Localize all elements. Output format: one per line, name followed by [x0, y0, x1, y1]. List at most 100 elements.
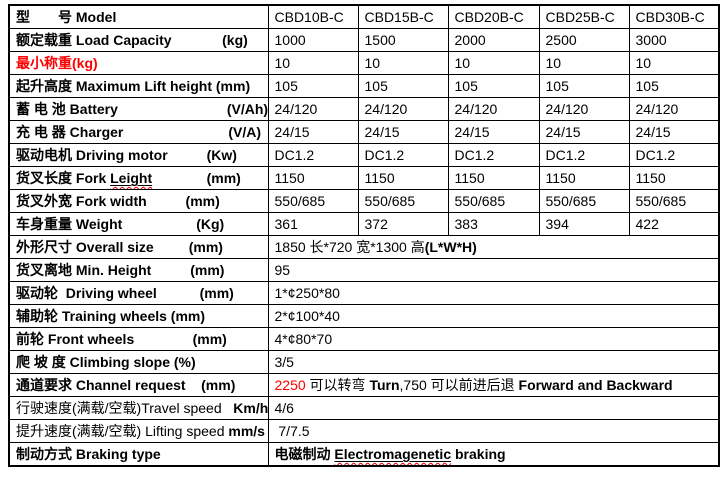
value-fork-width-col5: 550/685	[628, 189, 720, 213]
text-run: DC1.2	[545, 146, 586, 163]
text-run: Forward and Backward	[518, 376, 673, 393]
text-run: 制动方式 Braking type	[16, 445, 161, 462]
text-run: 7/7.5	[274, 422, 310, 439]
value-battery-col2: 24/120	[357, 97, 449, 121]
row-label-battery: 蓄 电 池 Battery (V/Ah)	[8, 97, 269, 121]
value-battery-col4: 24/120	[538, 97, 630, 121]
spec-row-driving-wheel: 驱动轮 Driving wheel (mm) 1*¢250*80	[8, 281, 720, 305]
text-run: CBD20B-C	[454, 8, 524, 25]
value-model-col2: CBD15B-C	[357, 4, 449, 29]
row-label-training-wheels: 辅助轮 Training wheels (mm)	[8, 304, 269, 328]
value-charger-col2: 24/15	[357, 120, 449, 144]
text-run: 额定载重 Load Capacity (kg)	[16, 31, 248, 48]
row-label-load-capacity: 额定载重 Load Capacity (kg)	[8, 28, 269, 52]
value-battery-col3: 24/120	[447, 97, 540, 121]
text-run: 2250	[274, 376, 306, 393]
text-run: 货叉长度 Fork	[16, 169, 111, 186]
text-run: DC1.2	[274, 146, 315, 163]
value-load-capacity-col1: 1000	[267, 28, 359, 52]
spellcheck-wavy-text: Leight	[110, 169, 153, 186]
text-run: 10	[274, 54, 291, 71]
text-run: 货叉离地 Min. Height (mm)	[16, 261, 225, 278]
text-run: 24/15	[274, 123, 310, 140]
text-run: 4/6	[274, 399, 294, 416]
text-run: 3/5	[274, 353, 294, 370]
value-weight-col1: 361	[267, 212, 359, 236]
text-run: 通道要求 Channel request (mm)	[16, 376, 236, 393]
spec-row-overall-size: 外形尺寸 Overall size (mm) 1850 长*720 宽*1300 …	[8, 235, 720, 259]
text-run: CBD10B-C	[274, 8, 344, 25]
value-fork-length-col1: 1150	[267, 166, 359, 190]
text-run: 24/120	[545, 100, 589, 117]
spec-row-model: 型 号 Model CBD10B-C CBD15B-C CBD20B-C CBD25B-…	[8, 4, 720, 29]
text-run: 24/15	[454, 123, 490, 140]
row-label-weight: 车身重量 Weight (Kg)	[8, 212, 269, 236]
text-run: 2500	[545, 31, 577, 48]
value-fork-width-col3: 550/685	[447, 189, 540, 213]
value-min-weighing-col1: 10	[267, 51, 359, 75]
value-driving-motor-col5: DC1.2	[628, 143, 720, 167]
text-run: 可以转弯	[305, 376, 370, 393]
text-run: 1*¢250*80	[274, 284, 340, 301]
spec-row-load-capacity: 额定载重 Load Capacity (kg) 1000 1500 2000 2500 3…	[8, 28, 720, 52]
spec-table-body: 型 号 Model CBD10B-C CBD15B-C CBD20B-C CBD25B-…	[8, 4, 720, 467]
row-label-braking-type: 制动方式 Braking type	[8, 442, 269, 467]
spec-row-braking-type: 制动方式 Braking type 电磁制动 Electromagenetic b…	[8, 442, 720, 467]
row-label-climbing-slope: 爬 坡 度 Climbing slope (%)	[8, 350, 269, 374]
text-run: 105	[545, 77, 569, 94]
value-charger-col1: 24/15	[267, 120, 359, 144]
value-driving-motor-col3: DC1.2	[447, 143, 540, 167]
text-run: 爬 坡 度 Climbing slope (%)	[16, 353, 196, 370]
text-run: 24/15	[635, 123, 671, 140]
text-run: (L*W*H)	[424, 238, 477, 255]
text-run: (mm)	[152, 169, 241, 186]
row-label-lifting-speed: 提升速度(满载/空载) Lifting speed mm/s	[8, 419, 269, 443]
value-model-col1: CBD10B-C	[267, 4, 359, 29]
value-max-lift-height-col1: 105	[267, 74, 359, 98]
text-run: 3000	[635, 31, 667, 48]
value-fork-length-col4: 1150	[538, 166, 630, 190]
value-load-capacity-col5: 3000	[628, 28, 720, 52]
text-run: 1000	[274, 31, 306, 48]
text-run: 105	[364, 77, 388, 94]
value-max-lift-height-col4: 105	[538, 74, 630, 98]
text-run: 驱动轮 Driving wheel (mm)	[16, 284, 234, 301]
value-lifting-speed-span: 7/7.5	[267, 419, 720, 443]
row-label-front-wheels: 前轮 Front wheels (mm)	[8, 327, 269, 351]
spec-row-training-wheels: 辅助轮 Training wheels (mm) 2*¢100*40	[8, 304, 720, 328]
spec-table: 型 号 Model CBD10B-C CBD15B-C CBD20B-C CBD25B-…	[8, 4, 720, 467]
text-run: 24/15	[545, 123, 581, 140]
text-run: 24/120	[364, 100, 408, 117]
text-run: 车身重量 Weight (Kg)	[16, 215, 225, 232]
spec-row-channel-request: 通道要求 Channel request (mm) 2250 可以转弯 Turn,…	[8, 373, 720, 397]
text-run: 105	[454, 77, 478, 94]
text-run: 1150	[545, 169, 576, 186]
text-run: 充 电 器 Charger (V/A)	[16, 123, 262, 140]
text-run: 24/15	[364, 123, 400, 140]
text-run: 394	[545, 215, 569, 232]
text-run: 1150	[274, 169, 305, 186]
row-label-min-height: 货叉离地 Min. Height (mm)	[8, 258, 269, 282]
value-driving-motor-col4: DC1.2	[538, 143, 630, 167]
spec-row-climbing-slope: 爬 坡 度 Climbing slope (%) 3/5	[8, 350, 720, 374]
text-run: 2*¢100*40	[274, 307, 340, 324]
spec-row-driving-motor: 驱动电机 Driving motor (Kw) DC1.2 DC1.2 DC1.2 DC…	[8, 143, 720, 167]
text-run: DC1.2	[635, 146, 676, 163]
text-run: 货叉外宽 Fork width (mm)	[16, 192, 220, 209]
spec-row-front-wheels: 前轮 Front wheels (mm) 4*¢80*70	[8, 327, 720, 351]
spec-row-max-lift-height: 起升高度 Maximum Lift height (mm) 105 105 105 10…	[8, 74, 720, 98]
value-fork-width-col1: 550/685	[267, 189, 359, 213]
text-run: 24/120	[454, 100, 498, 117]
text-run: 最小称重(kg)	[16, 54, 98, 71]
text-run: 383	[454, 215, 478, 232]
text-run: 10	[545, 54, 562, 71]
text-run: 辅助轮 Training wheels (mm)	[16, 307, 206, 324]
text-run: DC1.2	[364, 146, 405, 163]
text-run: CBD30B-C	[635, 8, 705, 25]
value-min-weighing-col5: 10	[628, 51, 720, 75]
text-run: 550/685	[454, 192, 506, 209]
text-run: 550/685	[274, 192, 326, 209]
row-label-fork-width: 货叉外宽 Fork width (mm)	[8, 189, 269, 213]
value-min-weighing-col2: 10	[357, 51, 449, 75]
